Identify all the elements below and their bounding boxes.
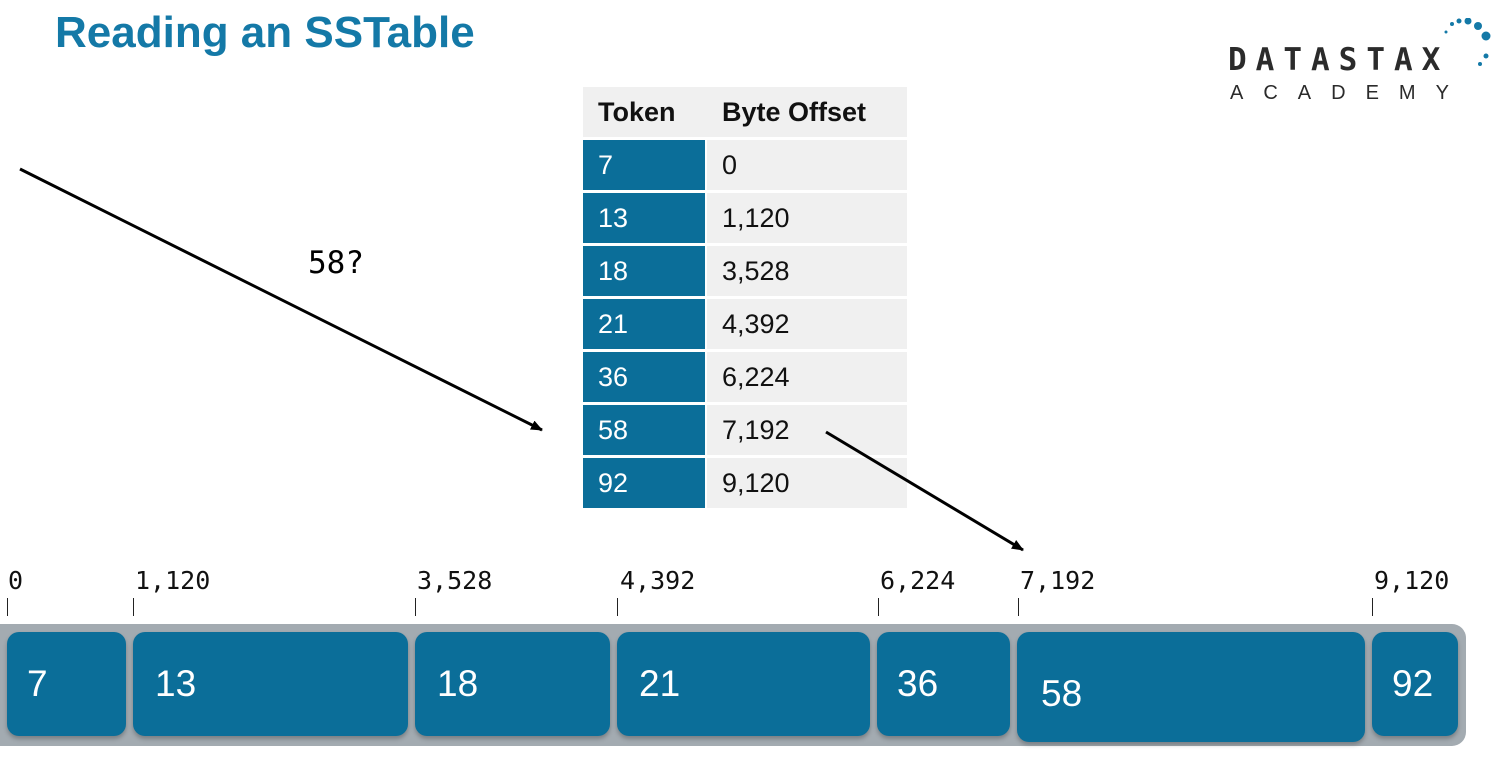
token-cell: 18	[583, 246, 707, 299]
offset-tick	[133, 598, 134, 616]
offset-cell: 0	[707, 140, 907, 193]
offset-tick	[617, 598, 618, 616]
query-token-label: 58?	[308, 245, 364, 281]
byte-offset-column-header: Byte Offset	[707, 87, 907, 140]
table-row: 58 7,192	[583, 405, 907, 458]
offset-cell: 1,120	[707, 193, 907, 246]
token-cell: 92	[583, 458, 707, 508]
token-cell: 7	[583, 140, 707, 193]
partition-block: 7	[7, 632, 126, 736]
offset-tick	[415, 598, 416, 616]
offset-label: 0	[8, 566, 24, 595]
offset-label: 7,192	[1020, 566, 1096, 595]
offset-tick	[1372, 598, 1373, 616]
logo-dots-icon	[1444, 18, 1491, 66]
table-header-row: Token Byte Offset	[583, 87, 907, 140]
token-cell: 21	[583, 299, 707, 352]
query-arrow	[19, 167, 543, 432]
offset-tick	[878, 598, 879, 616]
table-row: 21 4,392	[583, 299, 907, 352]
token-cell: 13	[583, 193, 707, 246]
logo-subtitle: ACADEMY	[1230, 82, 1469, 104]
table-row: 13 1,120	[583, 193, 907, 246]
token-column-header: Token	[583, 87, 707, 140]
partition-token: 7	[27, 663, 48, 704]
datastax-academy-logo: DATASTAX ACADEMY	[1228, 18, 1491, 108]
partition-block-target: 58	[1017, 632, 1365, 742]
offset-cell: 3,528	[707, 246, 907, 299]
offset-cell: 7,192	[707, 405, 907, 458]
offset-label: 3,528	[417, 566, 493, 595]
offset-label: 4,392	[620, 566, 696, 595]
offset-cell: 9,120	[707, 458, 907, 508]
table-row: 7 0	[583, 140, 907, 193]
offset-arrow	[825, 430, 1024, 552]
partition-token: 58	[1041, 672, 1083, 714]
offset-cell: 4,392	[707, 299, 907, 352]
partition-block: 36	[877, 632, 1010, 736]
table-row: 92 9,120	[583, 458, 907, 508]
partition-token: 13	[155, 663, 197, 704]
offset-label: 6,224	[880, 566, 956, 595]
logo-wordmark: DATASTAX	[1228, 42, 1450, 78]
table-row: 36 6,224	[583, 352, 907, 405]
offset-tick	[1018, 598, 1019, 616]
partition-index-table: Token Byte Offset 7 0 13 1,120 18 3,528 …	[583, 87, 907, 508]
partition-token: 92	[1392, 663, 1434, 704]
partition-token: 21	[639, 663, 681, 704]
page-title: Reading an SSTable	[55, 8, 475, 57]
token-cell: 58	[583, 405, 707, 458]
partition-block: 92	[1372, 632, 1458, 736]
offset-label: 1,120	[135, 566, 211, 595]
partition-block: 18	[415, 632, 610, 736]
token-cell: 36	[583, 352, 707, 405]
offset-label: 9,120	[1374, 566, 1450, 595]
offset-cell: 6,224	[707, 352, 907, 405]
partition-token: 18	[437, 663, 479, 704]
table-row: 18 3,528	[583, 246, 907, 299]
partition-token: 36	[897, 663, 939, 704]
partition-block: 13	[133, 632, 408, 736]
offset-tick	[7, 598, 8, 616]
partition-block: 21	[617, 632, 870, 736]
